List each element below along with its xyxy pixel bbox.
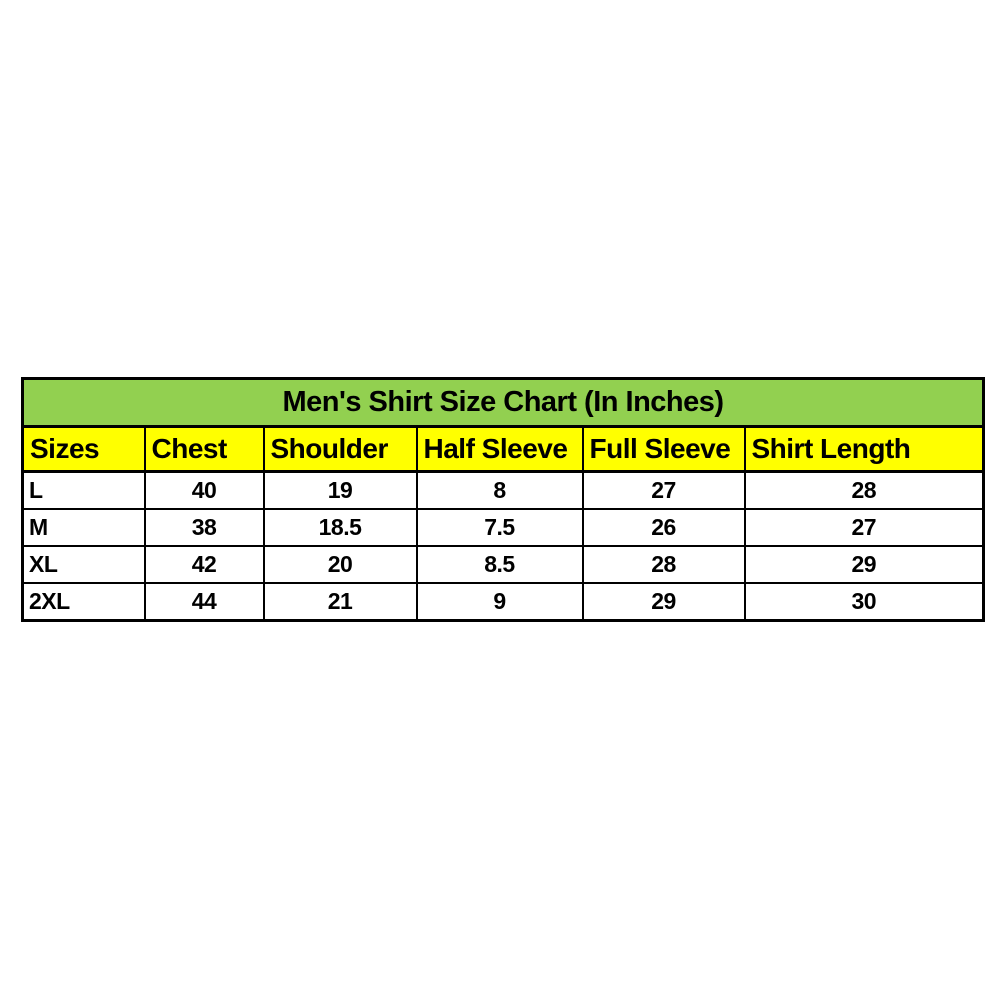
- value-cell: 29: [743, 545, 985, 584]
- column-header-sizes: Sizes: [21, 425, 146, 473]
- column-header-shirt-length: Shirt Length: [743, 425, 985, 473]
- size-label-cell: L: [21, 470, 146, 510]
- table-row-l: L 40 19 8 27 28: [21, 470, 985, 510]
- table-row-m: M 38 18.5 7.5 26 27: [21, 508, 985, 547]
- column-header-full-sleeve: Full Sleeve: [581, 425, 746, 473]
- value-cell: 44: [143, 582, 265, 622]
- value-cell: 19: [262, 470, 418, 510]
- table-title: Men's Shirt Size Chart (In Inches): [21, 377, 985, 428]
- value-cell: 28: [581, 545, 746, 584]
- value-cell: 7.5: [415, 508, 584, 547]
- table-head: Men's Shirt Size Chart (In Inches) Sizes…: [21, 377, 985, 473]
- table-row-2xl: 2XL 44 21 9 29 30: [21, 582, 985, 622]
- table-body: L 40 19 8 27 28 M 38 18.5 7.5 26 27 XL 42 20 8.5 28 29 2XL…: [21, 470, 985, 622]
- header-row: Sizes Chest Shoulder Half Sleeve Full Sleeve…: [21, 425, 985, 473]
- size-label-cell: M: [21, 508, 146, 547]
- value-cell: 27: [581, 470, 746, 510]
- column-header-chest: Chest: [143, 425, 265, 473]
- value-cell: 42: [143, 545, 265, 584]
- value-cell: 28: [743, 470, 985, 510]
- size-label-cell: XL: [21, 545, 146, 584]
- value-cell: 27: [743, 508, 985, 547]
- value-cell: 40: [143, 470, 265, 510]
- size-label-cell: 2XL: [21, 582, 146, 622]
- size-chart-table: Men's Shirt Size Chart (In Inches) Sizes…: [21, 377, 986, 622]
- value-cell: 18.5: [262, 508, 418, 547]
- column-header-shoulder: Shoulder: [262, 425, 418, 473]
- title-row: Men's Shirt Size Chart (In Inches): [21, 377, 985, 428]
- value-cell: 8.5: [415, 545, 584, 584]
- column-header-half-sleeve: Half Sleeve: [415, 425, 584, 473]
- value-cell: 38: [143, 508, 265, 547]
- table-row-xl: XL 42 20 8.5 28 29: [21, 545, 985, 584]
- value-cell: 9: [415, 582, 584, 622]
- value-cell: 26: [581, 508, 746, 547]
- value-cell: 30: [743, 582, 985, 622]
- value-cell: 20: [262, 545, 418, 584]
- value-cell: 21: [262, 582, 418, 622]
- value-cell: 29: [581, 582, 746, 622]
- value-cell: 8: [415, 470, 584, 510]
